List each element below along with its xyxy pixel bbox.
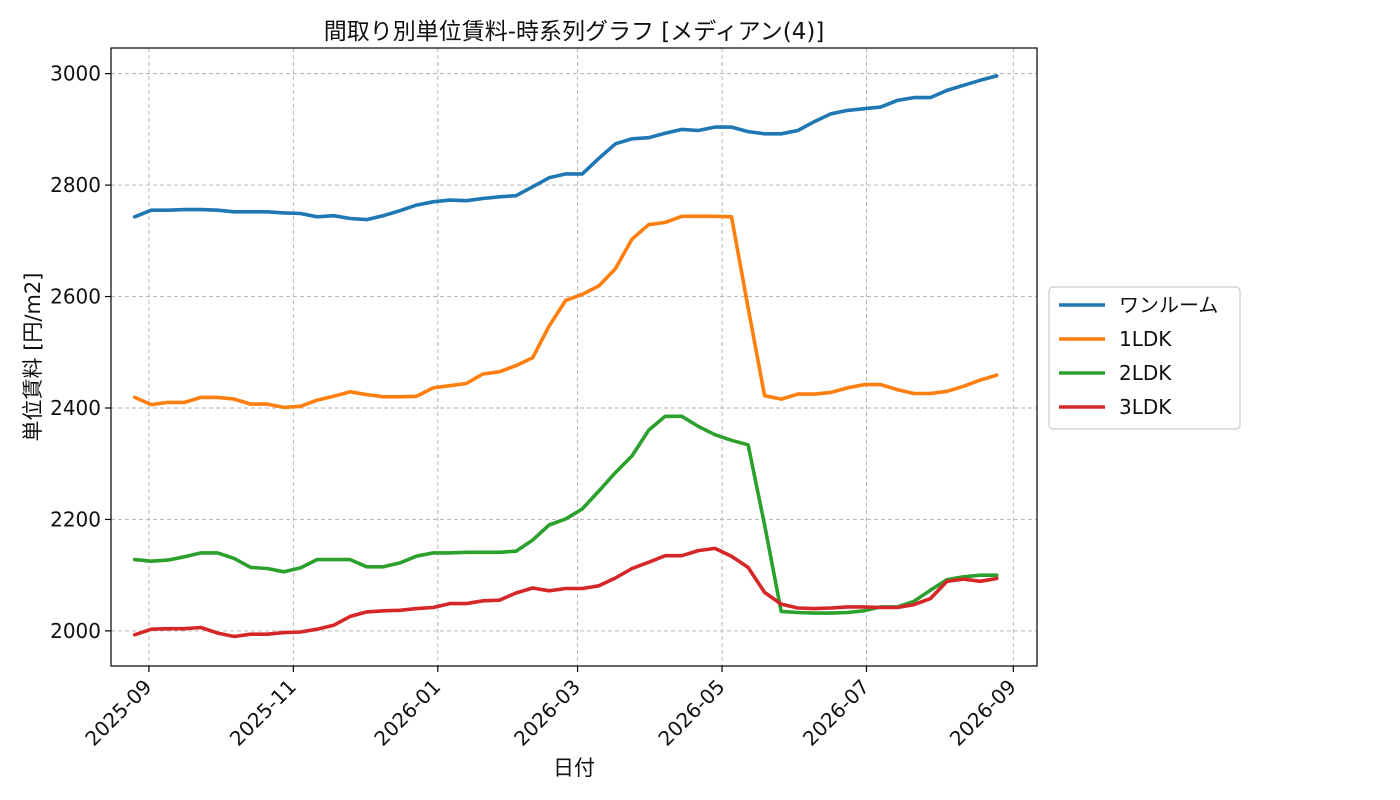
chart-title: 間取り別単位賃料-時系列グラフ [メディアン(4)] [324,19,825,45]
plot-frame [110,47,1038,667]
y-axis: 2000 2200 2400 2600 2800 3000 [50,62,111,643]
x-tick-label: 2026-07 [798,675,874,751]
legend-label: 1LDK [1119,327,1172,351]
y-axis-label: 単位賃料 [円/m2] [21,273,45,442]
x-axis-label: 日付 [553,756,595,780]
series-line-0 [132,74,999,222]
series-line-1 [132,214,999,410]
x-tick-label: 2026-09 [945,675,1021,751]
x-axis: 2025-09 2025-11 2026-01 2026-03 2026-05 2026-… [80,666,1021,751]
legend-label: 2LDK [1119,361,1172,385]
y-tick-label: 2600 [50,285,101,309]
series-layer [132,74,999,639]
y-tick-label: 2000 [50,619,101,643]
legend: ワンルーム 1LDK 2LDK 3LDK [1048,286,1241,430]
x-tick-label: 2026-01 [369,675,445,751]
y-tick-label: 2200 [50,507,101,531]
x-tick-label: 2026-05 [653,675,729,751]
legend-label: 3LDK [1119,395,1172,419]
x-tick-label: 2026-03 [509,675,585,751]
grid [111,48,1037,666]
legend-box [1048,286,1241,430]
legend-label: ワンルーム [1119,293,1218,317]
y-tick-label: 3000 [50,62,101,86]
x-tick-label: 2025-11 [225,675,301,751]
y-tick-label: 2800 [50,173,101,197]
series-line-2 [132,414,999,615]
series-line-3 [132,546,999,639]
x-tick-label: 2025-09 [80,675,156,751]
y-tick-label: 2400 [50,396,101,420]
